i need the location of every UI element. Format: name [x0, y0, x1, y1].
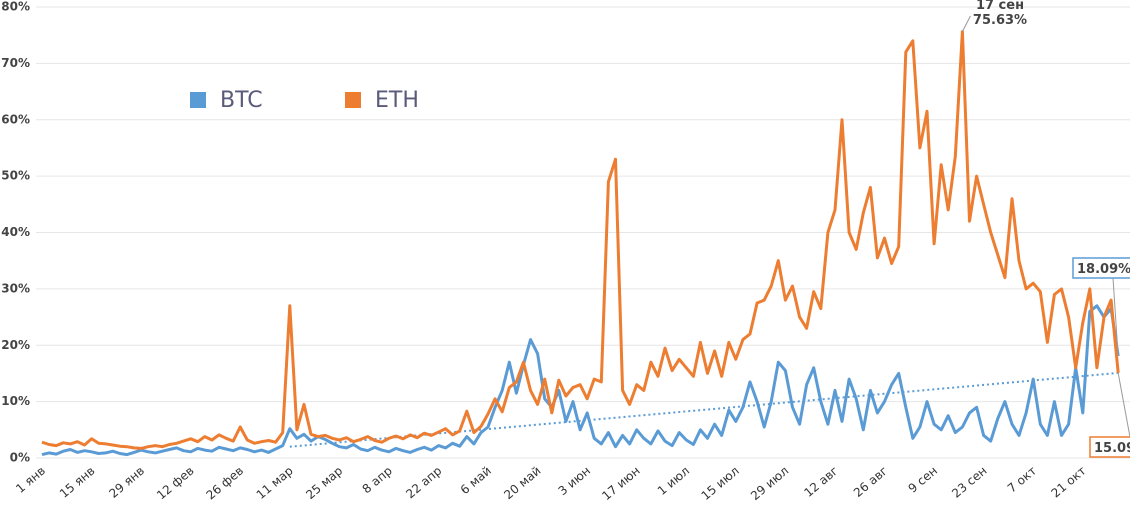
annotation-value: 18.09% — [1077, 262, 1130, 277]
y-tick-label: 50% — [1, 169, 30, 183]
y-tick-label: 70% — [1, 56, 30, 70]
annotation-box — [1089, 436, 1130, 458]
x-tick-label: 29 июл — [748, 464, 791, 503]
annotation-leader — [1117, 372, 1130, 438]
line-1 — [41, 30, 1120, 450]
y-tick-label: 10% — [1, 394, 30, 408]
x-tick-label: 22 апр — [403, 464, 444, 502]
annotation-leader — [961, 15, 971, 32]
y-tick-label: 20% — [1, 338, 30, 352]
x-tick-label: 23 сен — [949, 464, 989, 501]
annotation-box — [1072, 257, 1130, 279]
x-tick-label: 12 авг — [801, 464, 841, 500]
annotation-value: 75.63% — [973, 13, 1027, 28]
x-tick-label: 9 сен — [906, 464, 940, 496]
y-tick-label: 30% — [1, 281, 30, 295]
line-0 — [41, 304, 1120, 457]
x-tick-label: 21 окт — [1049, 464, 1089, 501]
y-tick-label: 0% — [10, 451, 30, 465]
annotation-date: 17 сен — [976, 0, 1024, 13]
legend-label: ETH — [375, 88, 419, 113]
x-tick-label: 8 апр — [360, 464, 395, 497]
legend-label: BTC — [220, 88, 263, 113]
x-tick-label: 7 окт — [1005, 464, 1039, 496]
x-tick-label: 26 фев — [204, 464, 247, 503]
legend-swatch — [190, 92, 206, 108]
x-tick-label: 20 май — [501, 464, 543, 503]
y-tick-label: 60% — [1, 112, 30, 126]
x-tick-label: 15 июл — [699, 464, 742, 503]
x-tick-label: 1 янв — [13, 464, 48, 496]
annotation-leader — [1112, 277, 1119, 357]
y-tick-label: 80% — [1, 0, 30, 14]
annotation-value: 15.09% — [1094, 441, 1130, 456]
legend-swatch — [345, 92, 361, 108]
trend-line — [289, 371, 1119, 448]
x-tick-label: 29 янв — [106, 464, 147, 501]
x-tick-label: 17 июн — [599, 464, 642, 504]
x-tick-label: 25 мар — [303, 464, 345, 502]
x-tick-label: 6 май — [458, 464, 494, 498]
x-tick-label: 12 фев — [154, 464, 197, 503]
x-tick-label: 3 июн — [556, 464, 593, 499]
x-tick-label: 26 авг — [851, 464, 891, 500]
x-tick-label: 11 мар — [254, 464, 296, 502]
y-tick-label: 40% — [1, 225, 30, 239]
x-tick-label: 1 июл — [655, 464, 692, 499]
x-tick-label: 15 янв — [57, 464, 98, 501]
